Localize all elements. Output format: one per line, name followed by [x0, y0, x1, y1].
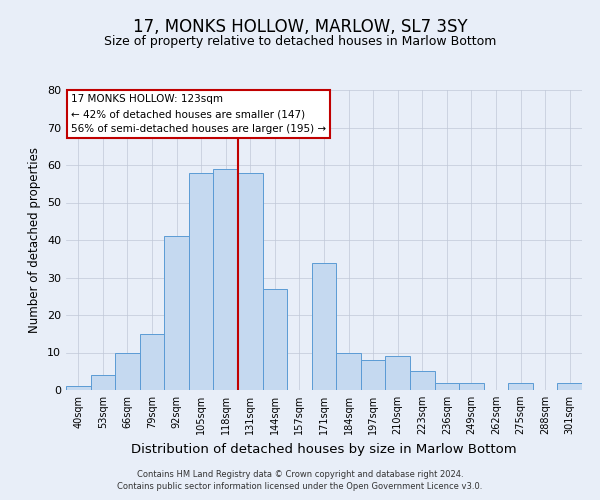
Text: Contains public sector information licensed under the Open Government Licence v3: Contains public sector information licen…: [118, 482, 482, 491]
Bar: [263, 289, 287, 390]
Bar: [140, 334, 164, 390]
Bar: [385, 356, 410, 390]
Bar: [238, 172, 263, 390]
Text: Size of property relative to detached houses in Marlow Bottom: Size of property relative to detached ho…: [104, 35, 496, 48]
Bar: [410, 371, 434, 390]
Bar: [361, 360, 385, 390]
Y-axis label: Number of detached properties: Number of detached properties: [28, 147, 41, 333]
Bar: [508, 382, 533, 390]
Text: 17 MONKS HOLLOW: 123sqm
← 42% of detached houses are smaller (147)
56% of semi-d: 17 MONKS HOLLOW: 123sqm ← 42% of detache…: [71, 94, 326, 134]
Bar: [459, 382, 484, 390]
Bar: [189, 172, 214, 390]
Bar: [115, 352, 140, 390]
Bar: [336, 352, 361, 390]
Bar: [91, 375, 115, 390]
Bar: [434, 382, 459, 390]
Text: 17, MONKS HOLLOW, MARLOW, SL7 3SY: 17, MONKS HOLLOW, MARLOW, SL7 3SY: [133, 18, 467, 36]
X-axis label: Distribution of detached houses by size in Marlow Bottom: Distribution of detached houses by size …: [131, 442, 517, 456]
Bar: [557, 382, 582, 390]
Bar: [164, 236, 189, 390]
Bar: [66, 386, 91, 390]
Bar: [312, 262, 336, 390]
Text: Contains HM Land Registry data © Crown copyright and database right 2024.: Contains HM Land Registry data © Crown c…: [137, 470, 463, 479]
Bar: [214, 169, 238, 390]
